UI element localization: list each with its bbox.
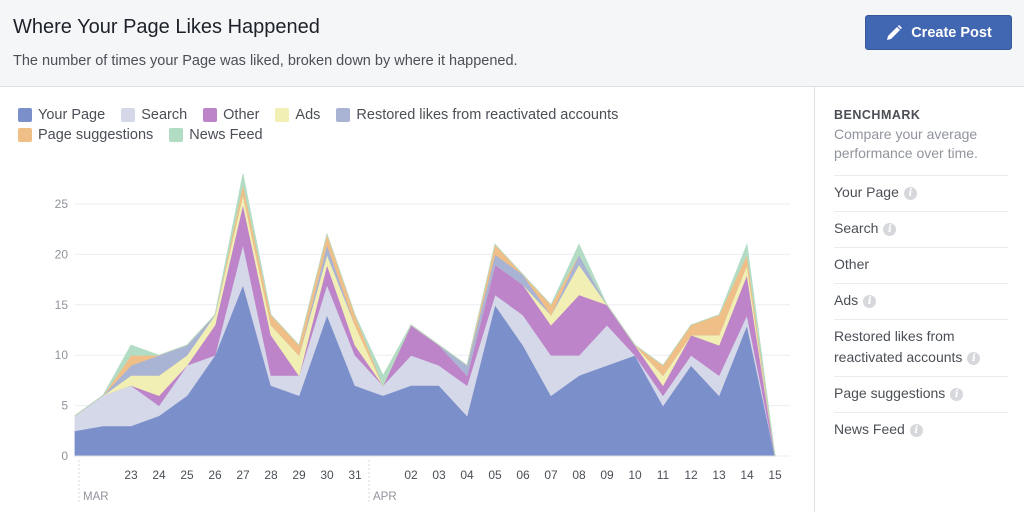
benchmark-item-label: Page suggestions <box>834 385 946 401</box>
legend-item[interactable]: Ads <box>275 107 320 123</box>
legend-label: Restored likes from reactivated accounts <box>356 107 619 123</box>
benchmark-item[interactable]: Search i <box>834 211 1008 247</box>
legend-item[interactable]: Page suggestions <box>18 127 153 143</box>
x-tick-label: 14 <box>740 468 754 482</box>
x-tick-label: 09 <box>600 468 614 482</box>
x-tick-label: 24 <box>152 468 166 482</box>
info-icon[interactable]: i <box>909 423 923 437</box>
legend-label: Ads <box>295 107 321 123</box>
benchmark-item-label: News Feed <box>834 421 905 437</box>
x-tick-label: 12 <box>684 468 698 482</box>
legend-item[interactable]: Your Page <box>18 107 105 123</box>
legend-swatch <box>203 108 218 122</box>
x-tick-label: 05 <box>488 468 502 482</box>
legend-label: Page suggestions <box>38 127 154 143</box>
legend-swatch <box>18 128 32 142</box>
x-tick-label: 31 <box>348 468 362 482</box>
benchmark-item-label: Your Page <box>834 184 899 200</box>
legend-swatch <box>18 108 32 122</box>
benchmark-item[interactable]: Your Page i <box>834 175 1008 211</box>
create-post-button[interactable]: Create Post <box>865 15 1012 50</box>
month-label: APR <box>373 491 397 503</box>
legend-label: Search <box>141 107 188 123</box>
legend-item[interactable]: News Feed <box>169 127 263 143</box>
x-tick-label: 11 <box>657 468 670 482</box>
info-icon[interactable]: i <box>950 387 964 401</box>
benchmark-item[interactable]: News Feed i <box>834 412 1008 448</box>
benchmark-item[interactable]: Page suggestions i <box>834 376 1008 412</box>
legend-label: News Feed <box>189 127 263 143</box>
x-tick-label: 04 <box>460 468 474 482</box>
month-label: MAR <box>83 491 109 503</box>
x-tick-label: 07 <box>544 468 558 482</box>
page-subtitle: The number of times your Page was liked,… <box>13 53 518 69</box>
info-icon[interactable]: i <box>903 186 917 200</box>
x-tick-label: 28 <box>264 468 278 482</box>
chart-legend: Your Page Search Other Ads Restored likes fr… <box>18 105 808 145</box>
y-tick-label: 10 <box>55 348 69 362</box>
benchmark-list: Your Page i Search i Other Ads i Restored likes… <box>834 175 1008 448</box>
y-tick-label: 0 <box>61 449 68 463</box>
benchmark-item-label: Restored likes from reactivated accounts <box>834 328 963 365</box>
info-icon[interactable]: i <box>883 222 897 236</box>
benchmark-item-label: Other <box>834 256 870 272</box>
create-post-label: Create Post <box>911 24 992 41</box>
legend-row: Your Page Search Other Ads Restored likes fr… <box>18 105 808 125</box>
legend-label: Your Page <box>38 107 106 123</box>
x-tick-label: 06 <box>516 468 530 482</box>
x-tick-label: 03 <box>432 468 446 482</box>
legend-row: Page suggestions News Feed <box>18 125 808 145</box>
legend-swatch <box>169 128 184 142</box>
x-tick-label: 30 <box>320 468 334 482</box>
y-tick-label: 15 <box>55 298 69 312</box>
benchmark-sidebar: BENCHMARK Compare your average performan… <box>834 108 1008 448</box>
x-tick-label: 10 <box>628 468 642 482</box>
benchmark-title: BENCHMARK <box>834 108 921 122</box>
x-tick-label: 15 <box>768 468 782 482</box>
panel-divider <box>814 87 815 512</box>
info-icon[interactable]: i <box>967 351 981 365</box>
legend-item[interactable]: Restored likes from reactivated accounts <box>336 107 618 123</box>
legend-item[interactable]: Search <box>121 107 187 123</box>
benchmark-item[interactable]: Other <box>834 247 1008 283</box>
legend-item[interactable]: Other <box>203 107 259 123</box>
x-tick-label: 27 <box>236 468 250 482</box>
legend-swatch <box>121 108 136 122</box>
x-tick-label: 25 <box>180 468 194 482</box>
x-tick-label: 08 <box>572 468 586 482</box>
x-tick-label: 02 <box>404 468 418 482</box>
y-tick-label: 20 <box>55 247 69 261</box>
x-tick-label: 29 <box>292 468 306 482</box>
y-tick-label: 25 <box>55 197 69 211</box>
benchmark-item-label: Ads <box>834 292 859 308</box>
x-tick-label: 13 <box>712 468 726 482</box>
x-tick-label: 26 <box>208 468 222 482</box>
page-title: Where Your Page Likes Happened <box>13 16 320 38</box>
benchmark-item[interactable]: Ads i <box>834 283 1008 319</box>
legend-swatch <box>336 108 351 122</box>
info-icon[interactable]: i <box>863 294 877 308</box>
x-tick-label: 23 <box>124 468 138 482</box>
header: Where Your Page Likes Happened The numbe… <box>0 0 1024 87</box>
benchmark-description: Compare your average performance over ti… <box>834 126 978 161</box>
pencil-icon <box>885 24 903 42</box>
benchmark-item-label: Search <box>834 220 879 236</box>
benchmark-item[interactable]: Restored likes from reactivated accounts… <box>834 319 1008 376</box>
legend-label: Other <box>223 107 260 123</box>
y-tick-label: 5 <box>61 399 68 413</box>
legend-swatch <box>275 108 290 122</box>
